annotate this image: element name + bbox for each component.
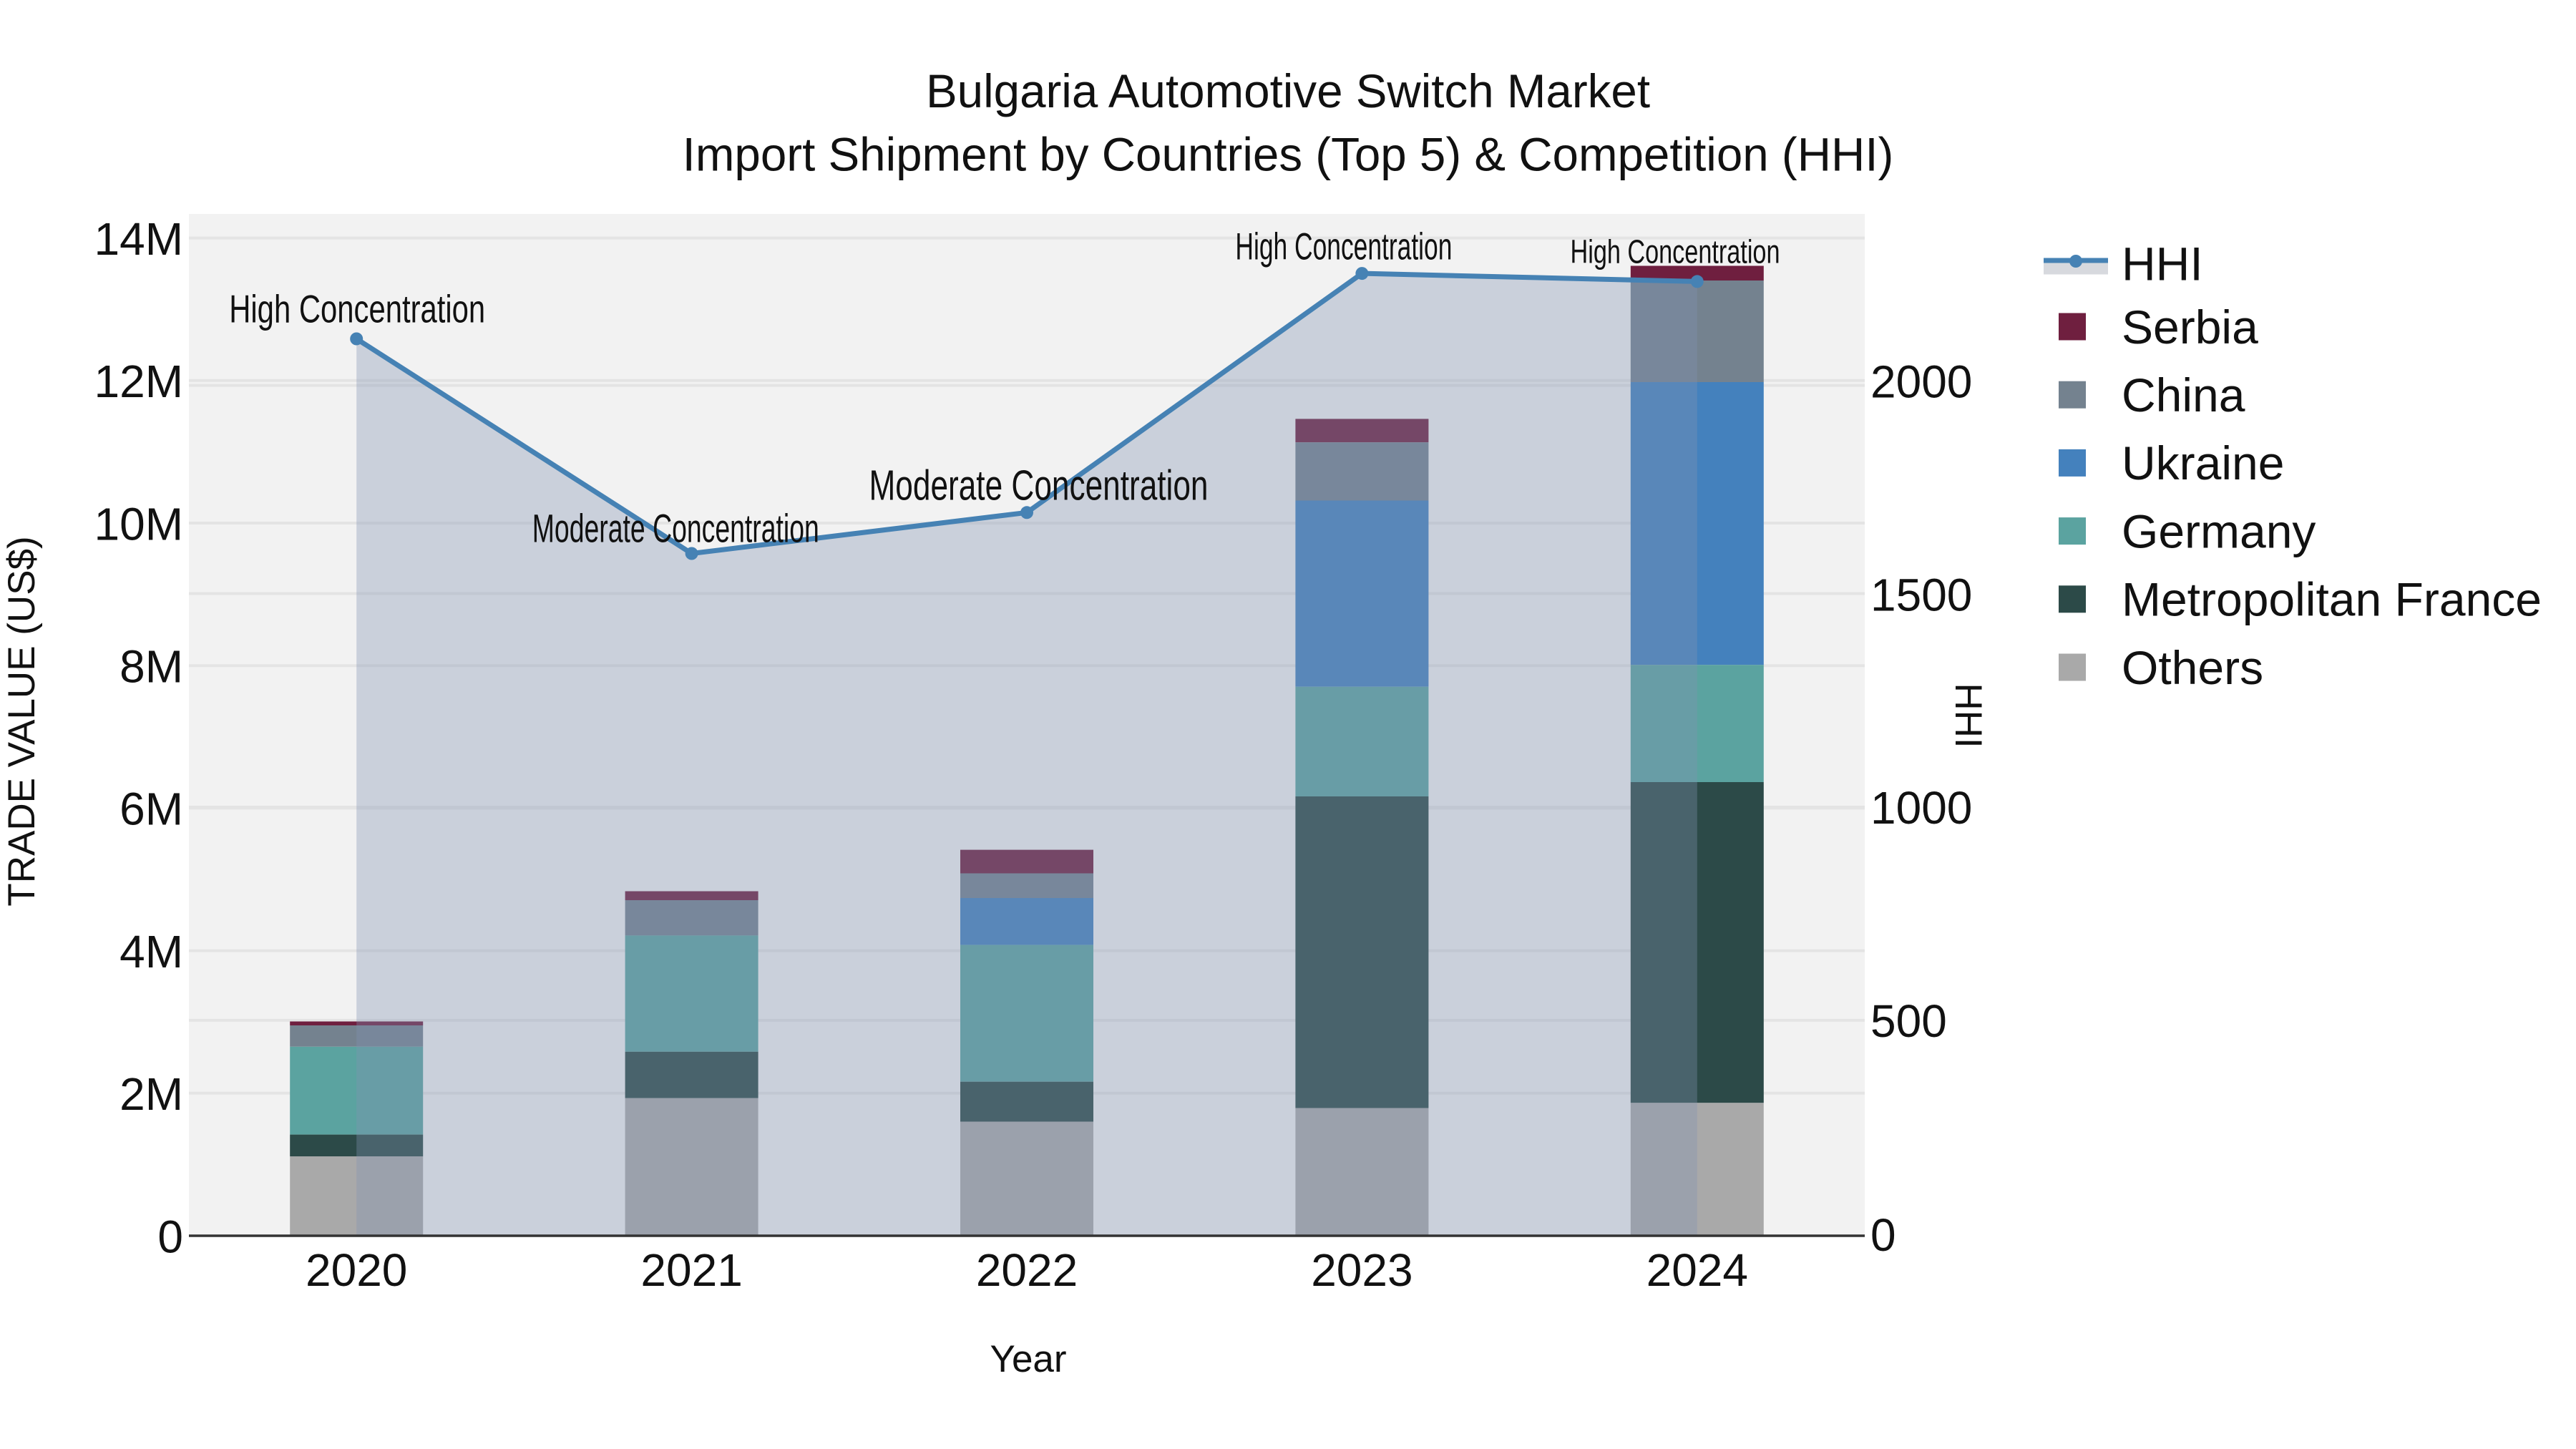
svg-text:China: China [2122, 369, 2245, 421]
svg-text:1500: 1500 [1870, 569, 1972, 620]
svg-text:2021: 2021 [640, 1244, 742, 1296]
svg-text:Year: Year [990, 1338, 1066, 1380]
svg-text:0: 0 [1870, 1209, 1896, 1261]
svg-text:1000: 1000 [1870, 782, 1972, 834]
svg-text:8M: 8M [119, 641, 183, 693]
svg-text:Moderate Concentration: Moderate Concentration [532, 507, 819, 551]
svg-text:14M: 14M [94, 213, 184, 265]
svg-text:500: 500 [1870, 995, 1947, 1047]
svg-text:Bulgaria Automotive Switch Mar: Bulgaria Automotive Switch Market [926, 65, 1650, 117]
svg-text:HHI: HHI [2122, 237, 2203, 290]
svg-text:2020: 2020 [306, 1244, 407, 1296]
svg-text:Germany: Germany [2122, 504, 2316, 557]
svg-text:2023: 2023 [1311, 1244, 1413, 1296]
svg-text:High Concentration: High Concentration [1571, 233, 1780, 270]
svg-text:Moderate Concentration: Moderate Concentration [869, 462, 1209, 509]
svg-text:Others: Others [2122, 641, 2263, 694]
svg-text:0: 0 [157, 1211, 183, 1262]
svg-text:High Concentration: High Concentration [229, 287, 485, 331]
svg-text:High Concentration: High Concentration [1235, 226, 1452, 268]
svg-text:Ukraine: Ukraine [2122, 436, 2284, 489]
svg-text:2024: 2024 [1646, 1244, 1748, 1296]
svg-text:4M: 4M [119, 926, 183, 977]
svg-text:2022: 2022 [976, 1244, 1078, 1296]
svg-text:TRADE VALUE (US$): TRADE VALUE (US$) [1, 536, 43, 906]
svg-text:6M: 6M [119, 784, 183, 835]
svg-text:10M: 10M [94, 498, 184, 550]
svg-text:HHI: HHI [1947, 683, 1989, 748]
svg-text:Import Shipment by Countries (: Import Shipment by Countries (Top 5) & C… [683, 129, 1894, 181]
svg-text:Metropolitan France: Metropolitan France [2122, 573, 2542, 626]
svg-text:12M: 12M [94, 356, 184, 407]
svg-text:Serbia: Serbia [2122, 301, 2258, 353]
svg-text:2000: 2000 [1870, 356, 1972, 408]
svg-text:2M: 2M [119, 1068, 183, 1120]
